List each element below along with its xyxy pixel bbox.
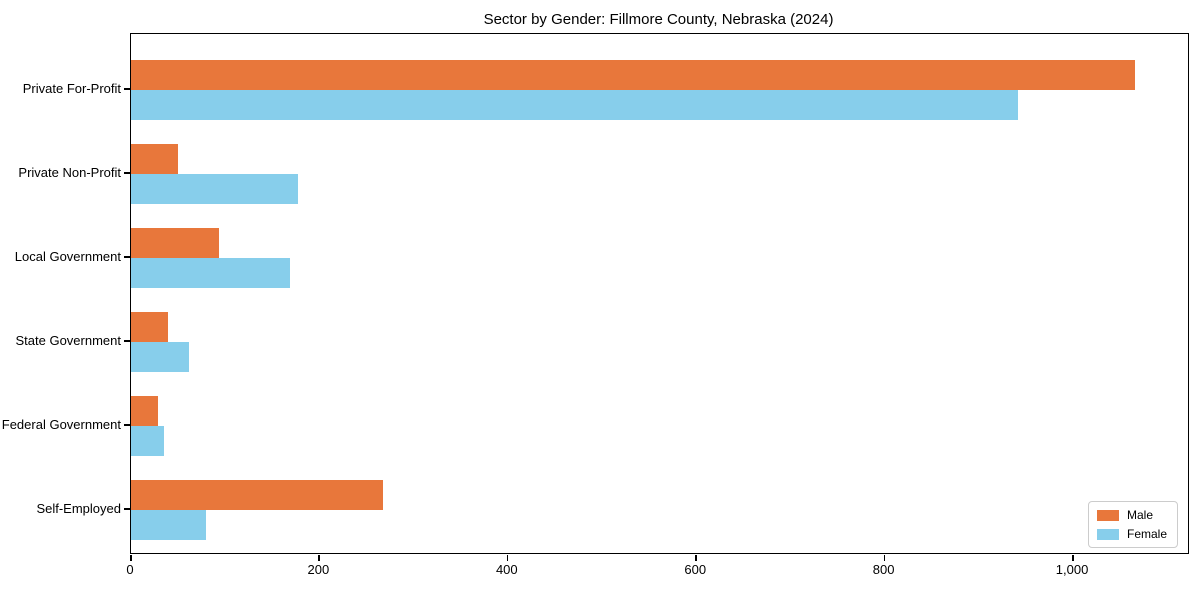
bar-male-state-government bbox=[131, 312, 168, 342]
x-axis-tick-label: 200 bbox=[307, 562, 330, 577]
legend-item-female: Female bbox=[1096, 527, 1167, 541]
x-axis-tick bbox=[1072, 555, 1074, 561]
legend-label-female: Female bbox=[1126, 527, 1167, 541]
bar-female-local-government bbox=[131, 258, 291, 288]
x-axis-tick bbox=[883, 555, 886, 561]
chart-title: Sector by Gender: Fillmore County, Nebra… bbox=[483, 11, 834, 28]
bar-male-local-government bbox=[131, 228, 219, 258]
x-axis-tick bbox=[318, 555, 320, 561]
legend-item-male: Male bbox=[1096, 508, 1167, 522]
y-axis-label-local-government: Local Government bbox=[14, 249, 121, 264]
bar-male-private-for-profit bbox=[131, 60, 1136, 90]
bar-male-federal-government bbox=[131, 396, 159, 426]
y-axis-label-self-employed: Self-Employed bbox=[36, 501, 121, 516]
bar-female-private-for-profit bbox=[131, 90, 1019, 120]
legend-label-male: Male bbox=[1126, 508, 1153, 522]
bar-female-federal-government bbox=[131, 426, 164, 456]
bar-male-private-non-profit bbox=[131, 144, 179, 174]
bar-female-private-non-profit bbox=[131, 174, 298, 204]
y-axis-tick bbox=[124, 508, 130, 510]
bar-female-self-employed bbox=[131, 510, 207, 540]
x-axis-tick bbox=[695, 555, 697, 561]
x-axis-tick-label: 1,000 bbox=[1055, 562, 1089, 577]
y-axis-label-private-for-profit: Private For-Profit bbox=[22, 81, 121, 96]
bar-male-self-employed bbox=[131, 480, 384, 510]
legend-swatch-female-icon bbox=[1096, 528, 1119, 540]
y-axis-tick bbox=[124, 88, 130, 90]
y-axis-tick bbox=[124, 424, 130, 426]
bar-female-state-government bbox=[131, 342, 190, 372]
y-axis-label-state-government: State Government bbox=[15, 333, 122, 348]
x-axis-tick-label: 0 bbox=[126, 562, 134, 577]
y-axis-tick bbox=[124, 340, 130, 342]
x-axis-tick-label: 400 bbox=[495, 562, 518, 577]
y-axis-tick bbox=[124, 172, 130, 174]
x-axis-tick bbox=[506, 555, 509, 561]
plot-area bbox=[130, 33, 1189, 554]
x-axis-tick bbox=[130, 555, 132, 561]
y-axis-label-federal-government: Federal Government bbox=[1, 417, 121, 432]
x-axis-tick-label: 600 bbox=[684, 562, 707, 577]
x-axis-tick-label: 800 bbox=[872, 562, 895, 577]
legend-swatch-male-icon bbox=[1096, 509, 1119, 521]
y-axis-tick bbox=[124, 256, 130, 258]
y-axis-label-private-non-profit: Private Non-Profit bbox=[18, 165, 121, 180]
legend: Male Female bbox=[1087, 501, 1178, 548]
